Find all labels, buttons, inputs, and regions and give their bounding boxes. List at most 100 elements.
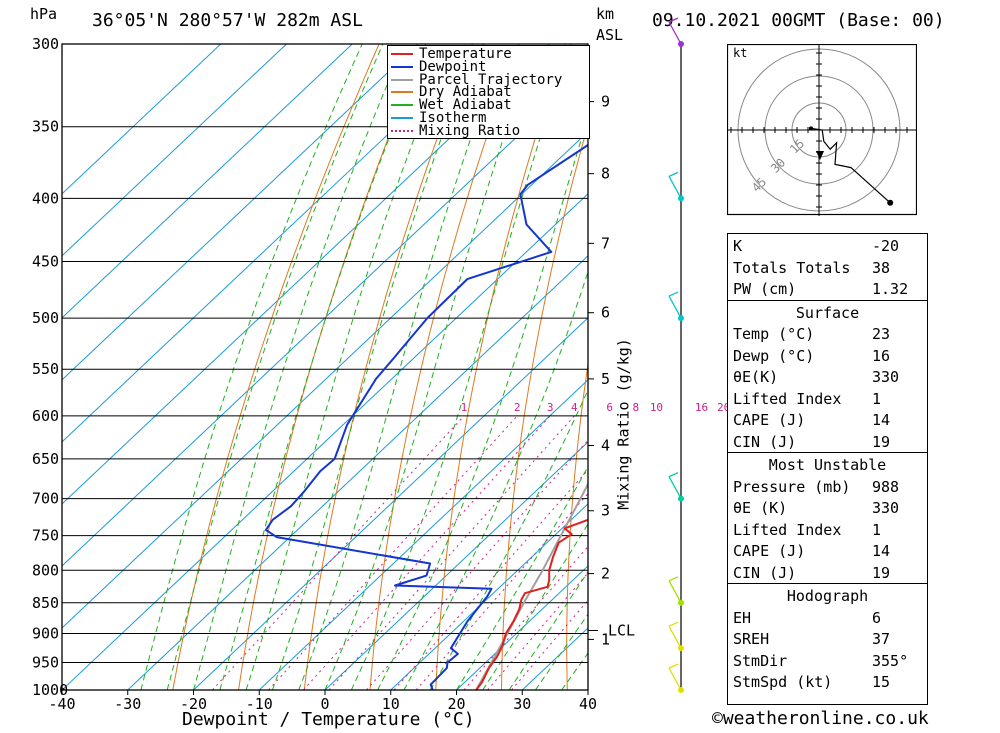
wind-barb-flag [668, 472, 679, 478]
mixing-ratio-label: 1 [461, 401, 468, 414]
index-value: 1.32 [872, 280, 909, 298]
index-label: Dewp (°C) [733, 346, 815, 365]
index-label: Lifted Index [733, 520, 842, 539]
index-label: θE(K) [733, 368, 779, 386]
pressure-tick-label: 400 [32, 189, 59, 207]
surface-row: Lifted Index 1 [728, 387, 927, 408]
isotherm-line [62, 44, 550, 505]
wind-barb-flag [668, 576, 679, 582]
index-value: 16 [872, 346, 891, 365]
hodograph-stats-row: EH 6 [728, 606, 927, 627]
index-label: θE (K) [733, 499, 788, 517]
isotherm-line [62, 44, 353, 319]
legend-entry: Isotherm [391, 111, 486, 125]
pressure-tick-label: 300 [32, 35, 59, 53]
surface-row: Temp (°C) 23 [728, 322, 927, 343]
legend-entry: Dry Adiabat [391, 85, 512, 99]
pressure-tick-label: 800 [32, 561, 59, 579]
index-row: K -20 [728, 234, 927, 255]
index-label: Lifted Index [733, 389, 842, 408]
mixing-ratio-label: 8 [632, 401, 639, 414]
isotherm-line [62, 69, 588, 567]
wet-adiabat-line [219, 44, 428, 690]
legend-label: Mixing Ratio [419, 122, 521, 139]
chart-legend: Temperature Dewpoint Parcel Trajectory Dry … [387, 45, 590, 139]
section-title: Surface [795, 303, 860, 322]
hodograph-start-dot [809, 126, 813, 131]
legend-swatch [391, 91, 413, 94]
mixing-ratio-line [393, 469, 588, 690]
index-label: SREH [733, 630, 770, 648]
index-value: 14 [872, 411, 891, 429]
station-location: 36°05'N 280°57'W 282m ASL [92, 10, 363, 31]
pressure-unit-label: hPa [30, 5, 58, 23]
pressure-tick-label: 600 [32, 407, 59, 425]
mixing-ratio-line [487, 572, 588, 690]
asl-label: ASL [596, 26, 624, 44]
dry-adiabat-line [566, 360, 588, 690]
sounding-datetime: 09.10.2021 00GMT (Base: 00) [652, 10, 945, 31]
hodograph-end-dot [887, 199, 894, 206]
index-value: 355° [872, 651, 909, 670]
mixing-ratio-label: 16 [695, 401, 708, 414]
index-value: 37 [872, 630, 891, 648]
wind-barb-flag [668, 291, 679, 297]
index-value: 330 [872, 499, 900, 517]
wet-adiabat-line [245, 44, 452, 690]
legend-swatch [391, 117, 413, 119]
index-label: Pressure (mb) [733, 477, 851, 496]
wet-adiabat-line [140, 44, 363, 690]
km-tick-label: 3 [601, 502, 610, 520]
index-label: CIN (J) [733, 563, 797, 582]
index-label: Totals Totals [733, 258, 851, 277]
km-tick-label: 8 [601, 165, 610, 183]
index-value: 1 [872, 389, 882, 408]
isotherm-line [62, 44, 222, 195]
mixing-ratio-label: 10 [650, 401, 663, 414]
isotherm-line [390, 503, 588, 690]
isotherm-line [324, 441, 588, 690]
most-unstable-row: CIN (J) 19 [728, 561, 927, 582]
isotherm-line [62, 44, 419, 381]
most-unstable-row: Pressure (mb) 988 [728, 475, 927, 496]
most-unstable-row: Lifted Index 1 [728, 518, 927, 539]
isotherm-line [62, 131, 588, 629]
dry-adiabat-line [303, 44, 473, 690]
x-tick-label: -30 [114, 695, 141, 713]
km-tick-label: 1 [601, 630, 610, 648]
legend-swatch [391, 65, 413, 68]
index-label: CAPE (J) [733, 411, 806, 429]
index-label: K [733, 237, 743, 255]
x-tick-label: 10 [382, 695, 400, 713]
isotherm-line [456, 565, 588, 690]
mixing-ratio-line [415, 492, 588, 690]
pressure-tick-label: 650 [32, 450, 59, 468]
wind-level-dot [678, 195, 684, 202]
surface-header: Surface [728, 301, 927, 322]
index-label: StmSpd (kt) [733, 673, 833, 691]
pressure-tick-label: 850 [32, 594, 59, 612]
table-separator [728, 583, 927, 584]
dry-adiabat-line [172, 44, 380, 690]
mixing-ratio-label: 20 [717, 401, 730, 414]
wind-barb [668, 21, 682, 45]
wind-barb [668, 476, 682, 499]
indices-table: K -20 Totals Totals 38 PW (cm) 1.32 Surface Tem… [727, 233, 928, 705]
temperature-profile [475, 518, 588, 690]
table-separator [728, 299, 927, 301]
mixing-ratio-label: 3 [547, 401, 554, 414]
x-tick-label: 30 [513, 695, 531, 713]
parcel-trajectory [475, 481, 588, 690]
isotherm-line [62, 44, 485, 443]
most-unstable-row: CAPE (J) 14 [728, 539, 927, 560]
index-label: EH [733, 608, 752, 627]
dry-adiabat-line [238, 44, 427, 690]
isotherm-line [127, 255, 588, 690]
km-tick-label: 5 [601, 370, 610, 388]
most-unstable-header: Most Unstable [728, 453, 927, 474]
mixing-ratio-label: 2 [514, 401, 521, 414]
x-axis-title: Dewpoint / Temperature (°C) [182, 709, 475, 730]
wind-barb [668, 667, 682, 691]
